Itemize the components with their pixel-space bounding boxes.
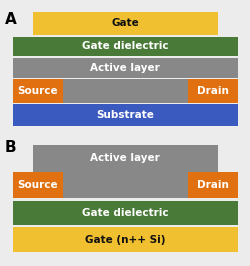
Text: Gate: Gate — [111, 18, 139, 28]
Text: Drain: Drain — [196, 86, 228, 96]
Bar — [12, 172, 62, 198]
Bar — [62, 80, 188, 103]
Text: Source: Source — [17, 86, 58, 96]
Text: Source: Source — [17, 180, 58, 190]
Bar — [188, 172, 238, 198]
Bar — [12, 227, 237, 252]
Text: Gate dielectric: Gate dielectric — [82, 41, 168, 51]
Text: Gate (n++ Si): Gate (n++ Si) — [85, 235, 165, 244]
Bar — [32, 11, 218, 35]
Text: Substrate: Substrate — [96, 110, 154, 120]
Text: A: A — [5, 12, 17, 27]
Text: Drain: Drain — [196, 180, 228, 190]
Bar — [32, 145, 218, 172]
Bar — [12, 105, 237, 126]
Bar — [12, 58, 237, 78]
Text: Active layer: Active layer — [90, 63, 160, 73]
Text: B: B — [5, 140, 16, 155]
Bar — [188, 80, 238, 103]
Bar — [12, 80, 62, 103]
Bar — [12, 36, 237, 56]
Text: Gate dielectric: Gate dielectric — [82, 208, 168, 218]
Text: Active layer: Active layer — [90, 153, 160, 163]
Bar — [12, 201, 237, 225]
Bar — [62, 172, 188, 198]
